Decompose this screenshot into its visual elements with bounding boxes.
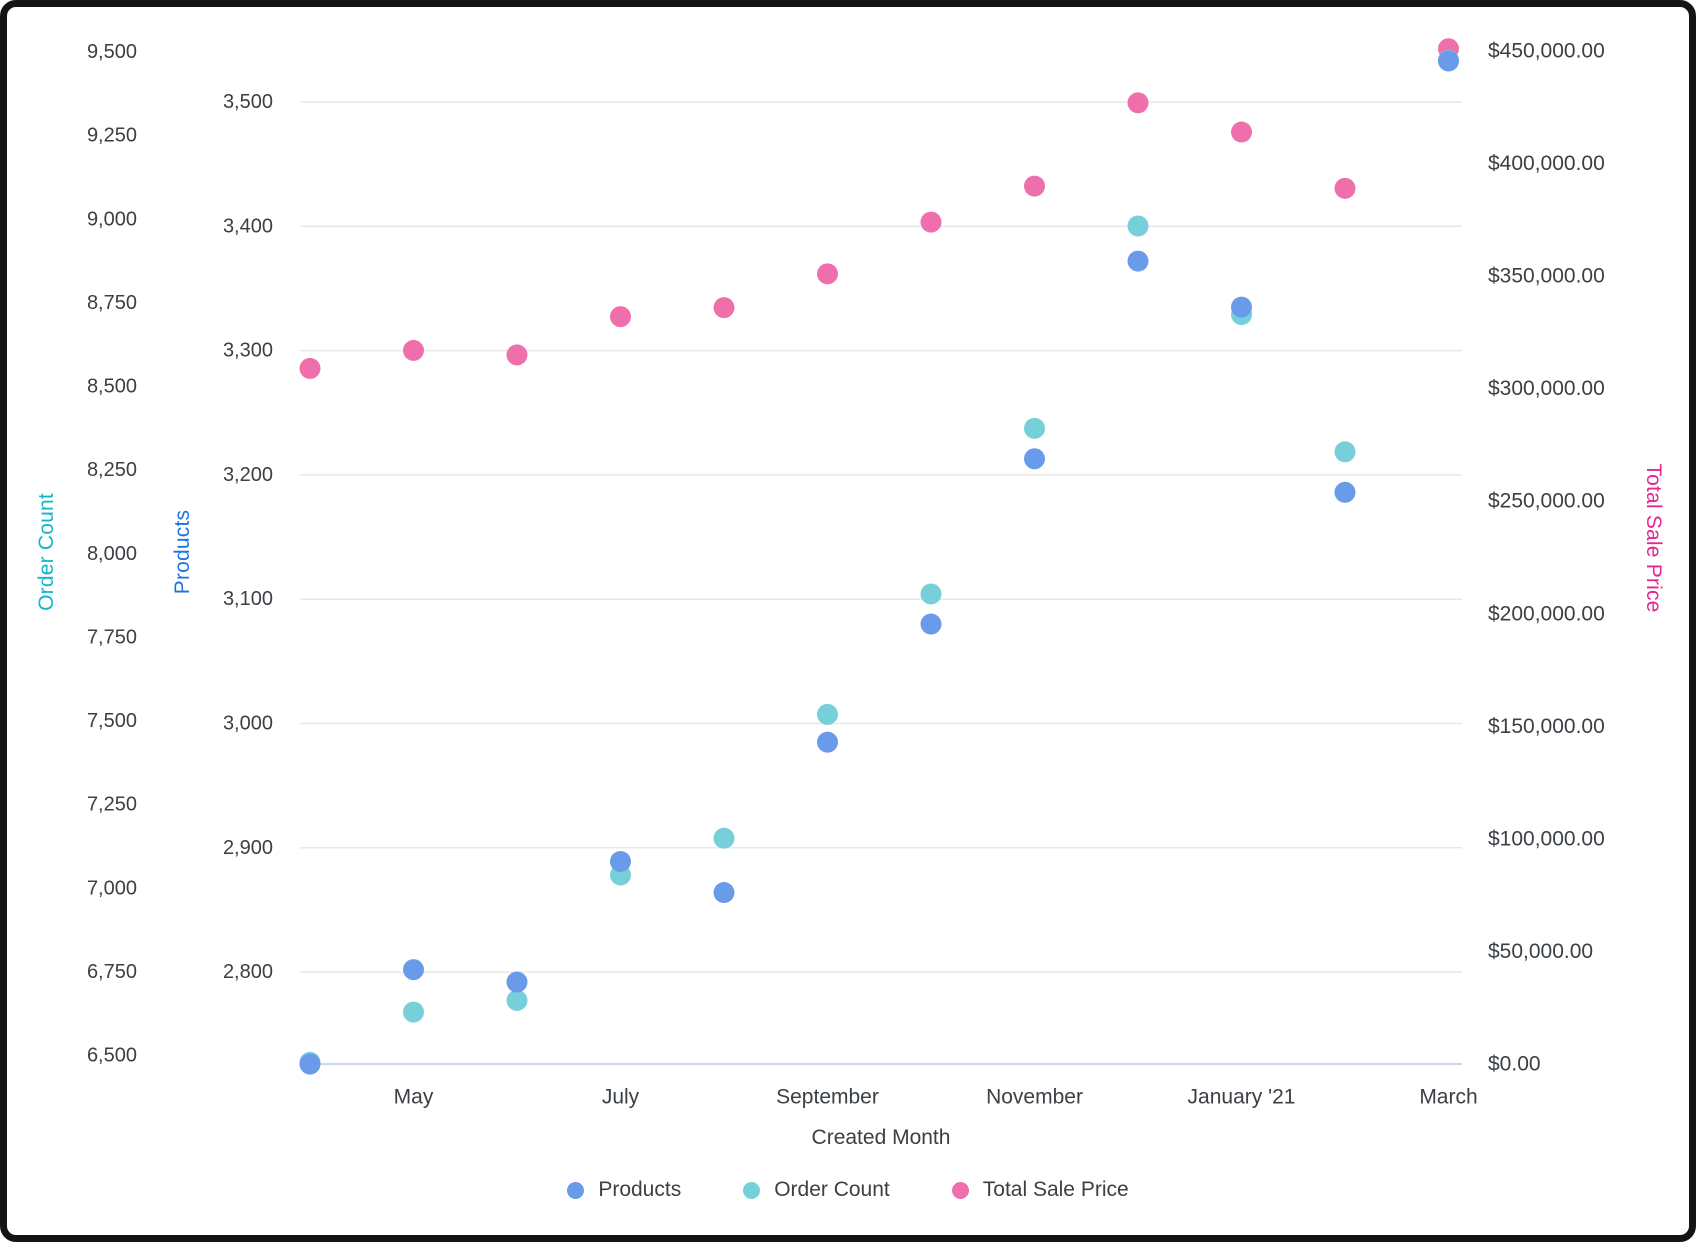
- point-order-count-December[interactable]: [1127, 215, 1149, 237]
- point-order-count-May[interactable]: [403, 1001, 424, 1023]
- point-order-count-November[interactable]: [1024, 417, 1045, 439]
- point-total-sale-price-February[interactable]: [1334, 177, 1356, 199]
- total-sale-price-tick-label: $0.00: [1488, 1053, 1541, 1076]
- total-sale-price-tick-label: $400,000.00: [1488, 152, 1605, 175]
- point-total-sale-price-June[interactable]: [506, 344, 528, 366]
- x-tick-label: September: [776, 1086, 879, 1109]
- point-order-count-October[interactable]: [920, 583, 942, 605]
- total-sale-price-tick-label: $200,000.00: [1488, 602, 1605, 625]
- point-order-count-June[interactable]: [506, 989, 528, 1011]
- total-sale-price-tick-label: $50,000.00: [1488, 940, 1593, 963]
- point-products-August[interactable]: [713, 882, 735, 904]
- order-count-tick-label: 7,000: [87, 877, 137, 899]
- legend: Products Order Count Total Sale Price: [0, 1178, 1696, 1202]
- legend-label: Products: [598, 1178, 682, 1201]
- point-total-sale-price-May[interactable]: [403, 339, 424, 361]
- x-tick-label: July: [602, 1086, 640, 1109]
- order-count-tick-label: 9,000: [87, 208, 137, 230]
- total-sale-price-tick-label: $100,000.00: [1488, 827, 1605, 850]
- legend-label: Total Sale Price: [982, 1178, 1129, 1201]
- x-tick-label: November: [986, 1086, 1083, 1109]
- order-count-tick-label: 7,250: [87, 794, 137, 816]
- order-count-tick-label: 6,500: [87, 1045, 137, 1067]
- point-products-June[interactable]: [506, 971, 528, 993]
- point-products-February[interactable]: [1334, 481, 1356, 503]
- point-total-sale-price-August[interactable]: [713, 297, 735, 319]
- point-products-December[interactable]: [1127, 250, 1149, 272]
- total-sale-price-tick-label: $250,000.00: [1488, 490, 1605, 513]
- products-tick-label: 3,100: [223, 588, 273, 610]
- point-total-sale-price-September[interactable]: [817, 263, 838, 285]
- legend-dot-icon: [951, 1181, 969, 1199]
- order-count-tick-label: 9,250: [87, 125, 137, 147]
- point-total-sale-price-December[interactable]: [1127, 92, 1149, 114]
- point-products-January-'21[interactable]: [1231, 296, 1252, 318]
- products-tick-label: 2,900: [223, 837, 273, 859]
- total-sale-price-axis-title: Total Sale Price: [1642, 463, 1665, 613]
- total-sale-price-tick-label: $300,000.00: [1488, 377, 1605, 400]
- point-total-sale-price-April[interactable]: [299, 357, 321, 379]
- order-count-tick-label: 9,500: [87, 41, 137, 63]
- products-tick-label: 3,400: [223, 215, 273, 237]
- legend-label: Order Count: [774, 1178, 890, 1201]
- point-order-count-February[interactable]: [1334, 441, 1356, 463]
- legend-item-order-count[interactable]: Order Count: [743, 1178, 890, 1202]
- order-count-tick-label: 8,000: [87, 543, 137, 565]
- point-products-July[interactable]: [610, 850, 631, 872]
- order-count-tick-label: 8,250: [87, 459, 137, 481]
- order-count-axis-title: Order Count: [35, 493, 58, 611]
- total-sale-price-tick-label: $450,000.00: [1488, 40, 1605, 63]
- point-products-March[interactable]: [1438, 50, 1459, 72]
- point-products-October[interactable]: [920, 613, 942, 635]
- order-count-tick-label: 8,750: [87, 292, 137, 314]
- products-tick-label: 3,500: [223, 91, 273, 113]
- order-count-tick-label: 7,750: [87, 626, 137, 648]
- products-tick-label: 3,000: [223, 713, 273, 735]
- order-count-tick-label: 8,500: [87, 376, 137, 398]
- x-tick-label: March: [1419, 1086, 1477, 1109]
- legend-item-total-sale-price[interactable]: Total Sale Price: [951, 1178, 1129, 1202]
- point-total-sale-price-October[interactable]: [920, 211, 942, 233]
- point-products-November[interactable]: [1024, 448, 1045, 470]
- point-order-count-September[interactable]: [817, 703, 838, 725]
- order-count-tick-label: 7,500: [87, 710, 137, 732]
- legend-item-products[interactable]: Products: [567, 1178, 681, 1202]
- products-tick-label: 3,300: [223, 340, 273, 362]
- x-axis-title: Created Month: [811, 1126, 951, 1149]
- total-sale-price-tick-label: $150,000.00: [1488, 715, 1605, 738]
- x-tick-label: May: [394, 1086, 434, 1109]
- order-count-tick-label: 6,750: [87, 961, 137, 983]
- legend-dot-icon: [743, 1181, 761, 1199]
- point-total-sale-price-July[interactable]: [610, 306, 631, 328]
- legend-dot-icon: [567, 1181, 585, 1199]
- point-total-sale-price-January-'21[interactable]: [1231, 121, 1252, 143]
- point-products-September[interactable]: [817, 731, 838, 753]
- products-tick-label: 3,200: [223, 464, 273, 486]
- point-total-sale-price-November[interactable]: [1024, 175, 1045, 197]
- total-sale-price-tick-label: $350,000.00: [1488, 265, 1605, 288]
- point-products-April[interactable]: [299, 1053, 321, 1075]
- point-products-May[interactable]: [403, 959, 424, 981]
- products-tick-label: 2,800: [223, 961, 273, 983]
- x-tick-label: January '21: [1188, 1086, 1296, 1109]
- point-order-count-August[interactable]: [713, 827, 735, 849]
- products-axis-title: Products: [171, 509, 194, 595]
